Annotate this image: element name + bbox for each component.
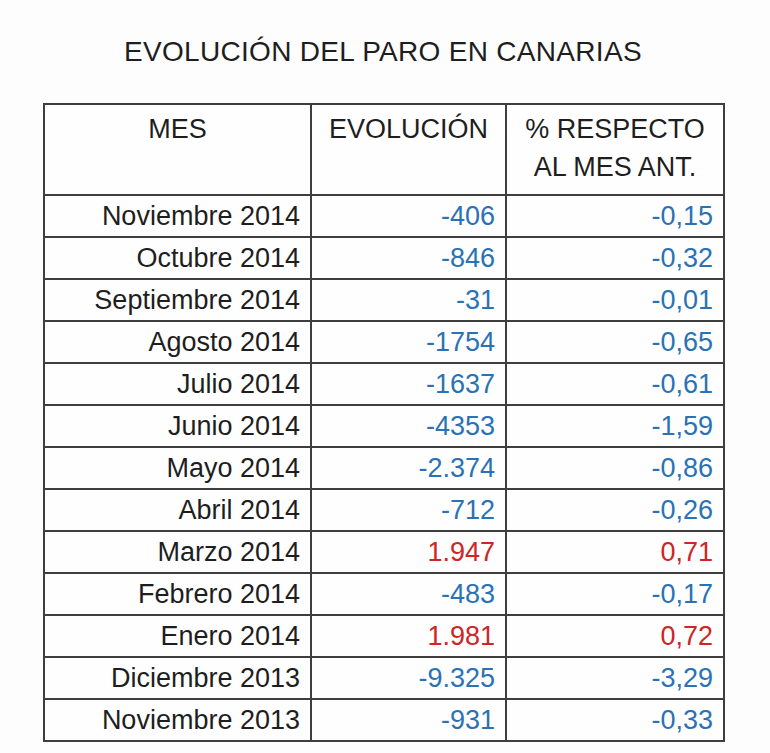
cell-evolucion: -712	[311, 489, 506, 531]
cell-pct: -0,86	[506, 447, 724, 489]
cell-evolucion: -2.374	[311, 447, 506, 489]
cell-pct: -1,59	[506, 405, 724, 447]
cell-mes: Julio 2014	[44, 363, 311, 405]
col-header-pct-line2: AL MES ANT.	[534, 152, 697, 182]
table-row: Septiembre 2014-31-0,01	[44, 279, 724, 321]
cell-pct: 0,72	[506, 615, 724, 657]
cell-pct: -0,65	[506, 321, 724, 363]
cell-evolucion: -9.325	[311, 657, 506, 699]
cell-pct: -0,26	[506, 489, 724, 531]
page-title: EVOLUCIÓN DEL PARO EN CANARIAS	[43, 36, 723, 68]
cell-mes: Enero 2014	[44, 615, 311, 657]
cell-evolucion: -31	[311, 279, 506, 321]
cell-mes: Noviembre 2013	[44, 699, 311, 741]
cell-pct: -0,15	[506, 195, 724, 237]
col-header-evolucion: EVOLUCIÓN	[311, 104, 506, 195]
cell-evolucion: 1.981	[311, 615, 506, 657]
col-header-pct: % RESPECTO AL MES ANT.	[506, 104, 724, 195]
table-row: Marzo 20141.9470,71	[44, 531, 724, 573]
cell-evolucion: -1754	[311, 321, 506, 363]
cell-pct: -0,32	[506, 237, 724, 279]
cell-evolucion: -483	[311, 573, 506, 615]
table-row: Mayo 2014-2.374-0,86	[44, 447, 724, 489]
cell-mes: Mayo 2014	[44, 447, 311, 489]
cell-mes: Febrero 2014	[44, 573, 311, 615]
cell-mes: Septiembre 2014	[44, 279, 311, 321]
table-row: Enero 20141.9810,72	[44, 615, 724, 657]
cell-mes: Octubre 2014	[44, 237, 311, 279]
col-header-pct-line1: % RESPECTO	[525, 114, 705, 144]
table-row: Febrero 2014-483-0,17	[44, 573, 724, 615]
cell-evolucion: -846	[311, 237, 506, 279]
table-row: Noviembre 2014-406-0,15	[44, 195, 724, 237]
cell-pct: -0,33	[506, 699, 724, 741]
table-row: Octubre 2014-846-0,32	[44, 237, 724, 279]
table-row: Junio 2014-4353-1,59	[44, 405, 724, 447]
cell-mes: Diciembre 2013	[44, 657, 311, 699]
page: EVOLUCIÓN DEL PARO EN CANARIAS MES EVOLU…	[0, 0, 770, 753]
col-header-mes: MES	[44, 104, 311, 195]
header-row: MES EVOLUCIÓN % RESPECTO AL MES ANT.	[44, 104, 724, 195]
table-body: Noviembre 2014-406-0,15Octubre 2014-846-…	[44, 195, 724, 741]
cell-mes: Noviembre 2014	[44, 195, 311, 237]
cell-pct: -0,01	[506, 279, 724, 321]
table-row: Julio 2014-1637-0,61	[44, 363, 724, 405]
table-row: Abril 2014-712-0,26	[44, 489, 724, 531]
cell-pct: -3,29	[506, 657, 724, 699]
cell-evolucion: -406	[311, 195, 506, 237]
cell-pct: -0,61	[506, 363, 724, 405]
cell-pct: 0,71	[506, 531, 724, 573]
cell-evolucion: -1637	[311, 363, 506, 405]
table-row: Diciembre 2013-9.325-3,29	[44, 657, 724, 699]
cell-evolucion: -4353	[311, 405, 506, 447]
cell-mes: Junio 2014	[44, 405, 311, 447]
cell-mes: Abril 2014	[44, 489, 311, 531]
table-row: Noviembre 2013-931-0,33	[44, 699, 724, 741]
cell-evolucion: -931	[311, 699, 506, 741]
paro-table: MES EVOLUCIÓN % RESPECTO AL MES ANT. Nov…	[43, 103, 725, 742]
cell-pct: -0,17	[506, 573, 724, 615]
cell-mes: Agosto 2014	[44, 321, 311, 363]
table-row: Agosto 2014-1754-0,65	[44, 321, 724, 363]
cell-mes: Marzo 2014	[44, 531, 311, 573]
cell-evolucion: 1.947	[311, 531, 506, 573]
